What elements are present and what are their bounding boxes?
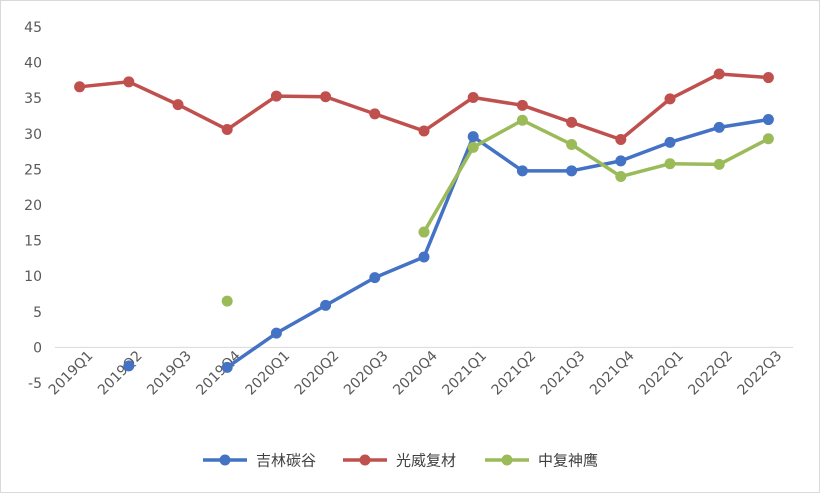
data-point <box>172 99 184 111</box>
data-point <box>615 133 627 145</box>
legend-swatch-marker <box>501 454 513 466</box>
data-point <box>516 114 528 126</box>
x-tick-label: 2019Q2 <box>95 348 146 399</box>
data-point <box>74 81 86 93</box>
y-tick-label: 0 <box>33 340 42 356</box>
axis-layer: -50510152025303540452019Q12019Q22019Q320… <box>24 20 793 399</box>
data-point <box>664 158 676 170</box>
data-point <box>566 116 578 128</box>
legend: 吉林碳谷 光威复材 中复神鹰 <box>203 452 598 470</box>
y-tick-label: 20 <box>24 198 42 214</box>
legend-swatch-marker <box>359 454 371 466</box>
data-point <box>123 360 135 372</box>
data-point <box>270 90 282 102</box>
legend-item-3: 中复神鹰 <box>485 452 598 470</box>
series-2 <box>74 68 774 145</box>
legend-label: 吉林碳谷 <box>256 452 316 470</box>
data-point <box>369 272 381 284</box>
data-point <box>713 121 725 133</box>
y-tick-label: 40 <box>24 56 42 72</box>
series-line <box>422 118 771 234</box>
data-point <box>467 91 479 103</box>
data-point <box>221 295 233 307</box>
data-point <box>467 141 479 153</box>
data-point <box>418 226 430 238</box>
data-point <box>664 93 676 105</box>
y-tick-label: 5 <box>33 305 42 321</box>
x-tick-label: 2020Q3 <box>341 348 392 399</box>
data-point <box>615 155 627 167</box>
x-tick-label: 2019Q3 <box>144 348 195 399</box>
x-tick-label: 2019Q1 <box>46 348 97 399</box>
x-tick-label: 2021Q1 <box>439 348 490 399</box>
legend-item-1: 吉林碳谷 <box>203 452 316 470</box>
legend-label: 光威复材 <box>396 452 456 470</box>
x-tick-label: 2020Q2 <box>292 348 343 399</box>
y-tick-label: 15 <box>24 234 42 250</box>
y-tick-label: 35 <box>24 91 42 107</box>
series-line <box>225 117 771 370</box>
data-point <box>713 68 725 80</box>
series-layer <box>74 68 774 373</box>
x-tick-label: 2021Q2 <box>489 348 540 399</box>
data-point <box>221 361 233 373</box>
data-point <box>123 76 135 88</box>
legend-swatch-marker <box>219 454 231 466</box>
data-point <box>418 251 430 263</box>
data-point <box>369 108 381 120</box>
data-point <box>467 131 479 143</box>
data-point <box>615 171 627 183</box>
y-tick-label: -5 <box>28 376 42 392</box>
x-tick-label: 2022Q1 <box>636 348 687 399</box>
data-point <box>516 99 528 111</box>
y-tick-label: 25 <box>24 162 42 178</box>
data-point <box>762 72 774 84</box>
x-tick-label: 2021Q3 <box>538 348 589 399</box>
data-point <box>566 165 578 177</box>
series-3 <box>221 114 774 307</box>
data-point <box>664 136 676 148</box>
x-tick-label: 2021Q4 <box>587 348 638 399</box>
data-point <box>320 299 332 311</box>
data-point <box>270 327 282 339</box>
x-tick-label: 2022Q3 <box>735 348 786 399</box>
data-point <box>320 91 332 103</box>
x-tick-label: 2019Q4 <box>193 348 244 399</box>
data-point <box>221 124 233 136</box>
data-point <box>418 125 430 137</box>
data-point <box>762 133 774 145</box>
y-tick-label: 45 <box>24 20 42 36</box>
legend-label: 中复神鹰 <box>538 452 598 470</box>
data-point <box>762 114 774 126</box>
data-point <box>566 138 578 150</box>
y-tick-label: 10 <box>24 269 42 285</box>
x-tick-label: 2022Q2 <box>685 348 736 399</box>
data-point <box>713 158 725 170</box>
data-point <box>516 165 528 177</box>
y-tick-label: 30 <box>24 127 42 143</box>
x-tick-label: 2020Q4 <box>390 348 441 399</box>
x-tick-label: 2020Q1 <box>243 348 294 399</box>
legend-item-2: 光威复材 <box>343 452 456 470</box>
series-1 <box>123 114 774 373</box>
